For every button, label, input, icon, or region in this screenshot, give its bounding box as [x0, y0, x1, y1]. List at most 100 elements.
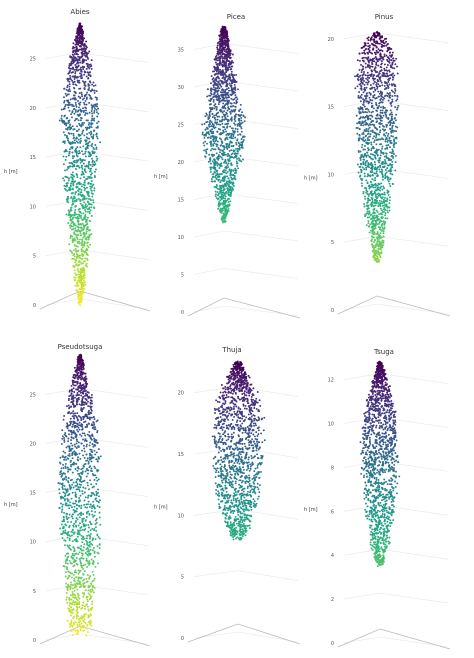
data-point — [379, 164, 381, 167]
data-point — [208, 113, 211, 115]
data-point — [358, 108, 361, 111]
data-point — [86, 216, 89, 219]
data-point — [95, 104, 97, 107]
data-point — [392, 156, 394, 159]
data-point — [70, 196, 72, 199]
data-point — [69, 103, 72, 106]
data-point — [221, 55, 224, 58]
data-point — [378, 199, 381, 202]
data-point — [95, 90, 98, 93]
data-point — [367, 142, 370, 145]
data-point — [82, 232, 85, 235]
gridline — [376, 100, 449, 111]
data-point — [84, 213, 87, 216]
data-point — [238, 119, 240, 122]
data-point — [214, 126, 217, 129]
data-point — [391, 124, 394, 127]
data-point — [360, 47, 363, 49]
data-point — [362, 101, 365, 104]
data-point — [77, 273, 80, 276]
data-point — [86, 542, 88, 545]
data-point — [221, 179, 224, 182]
data-point — [233, 115, 236, 118]
data-point — [91, 195, 94, 198]
data-point — [231, 59, 233, 62]
data-point — [359, 84, 362, 87]
data-point — [363, 129, 366, 132]
data-point — [211, 128, 214, 131]
data-point — [372, 48, 374, 51]
data-point — [359, 106, 362, 109]
data-point — [81, 246, 84, 249]
data-point — [380, 43, 383, 46]
data-point — [225, 34, 227, 36]
data-point — [366, 147, 369, 150]
data-point — [209, 115, 211, 117]
data-point — [72, 83, 75, 86]
gridline — [79, 200, 149, 211]
data-point — [76, 284, 79, 287]
data-point — [207, 160, 210, 163]
data-point — [63, 142, 66, 144]
data-point — [88, 122, 91, 124]
data-point — [73, 139, 76, 142]
data-point — [379, 109, 382, 112]
data-point — [74, 168, 77, 170]
data-point — [365, 141, 368, 144]
data-point — [70, 206, 73, 209]
data-point — [229, 61, 232, 64]
data-point — [373, 227, 376, 230]
data-point — [70, 162, 73, 164]
data-point — [69, 55, 72, 58]
data-point — [227, 207, 230, 210]
data-point — [72, 228, 75, 230]
data-point — [75, 259, 78, 262]
data-point — [78, 92, 81, 95]
data-point — [85, 238, 88, 241]
data-point — [79, 22, 82, 25]
data-point — [83, 225, 86, 228]
data-point — [72, 240, 75, 243]
data-point — [71, 257, 74, 260]
data-point — [83, 70, 86, 73]
data-point — [223, 106, 226, 109]
data-point — [359, 111, 362, 114]
data-point — [79, 25, 82, 28]
data-point — [79, 232, 82, 235]
data-point — [77, 95, 80, 98]
data-point — [218, 87, 221, 90]
data-point — [83, 73, 86, 76]
data-point — [386, 147, 389, 150]
data-point — [232, 104, 235, 107]
data-point — [88, 131, 91, 134]
data-point — [226, 170, 229, 173]
tick-label: 0 — [331, 308, 334, 314]
data-point — [76, 606, 79, 609]
data-point — [80, 66, 82, 69]
data-point — [216, 198, 219, 201]
data-point — [79, 161, 82, 164]
data-point — [78, 36, 81, 39]
data-point — [80, 77, 83, 80]
data-point — [75, 75, 77, 78]
data-point — [90, 126, 93, 129]
data-point — [79, 215, 81, 218]
data-point — [72, 59, 75, 62]
data-point — [73, 211, 76, 214]
data-point — [81, 171, 84, 174]
data-point — [370, 36, 373, 39]
data-point — [372, 208, 375, 211]
data-point — [374, 66, 377, 69]
data-point — [94, 467, 97, 470]
data-point — [68, 177, 70, 180]
data-point — [65, 127, 68, 130]
data-point — [68, 152, 71, 155]
data-point — [79, 177, 82, 180]
data-point — [367, 81, 369, 84]
data-point — [220, 210, 223, 213]
data-point — [79, 261, 82, 264]
data-point — [380, 122, 383, 125]
data-point — [224, 137, 227, 140]
data-point — [383, 97, 386, 100]
